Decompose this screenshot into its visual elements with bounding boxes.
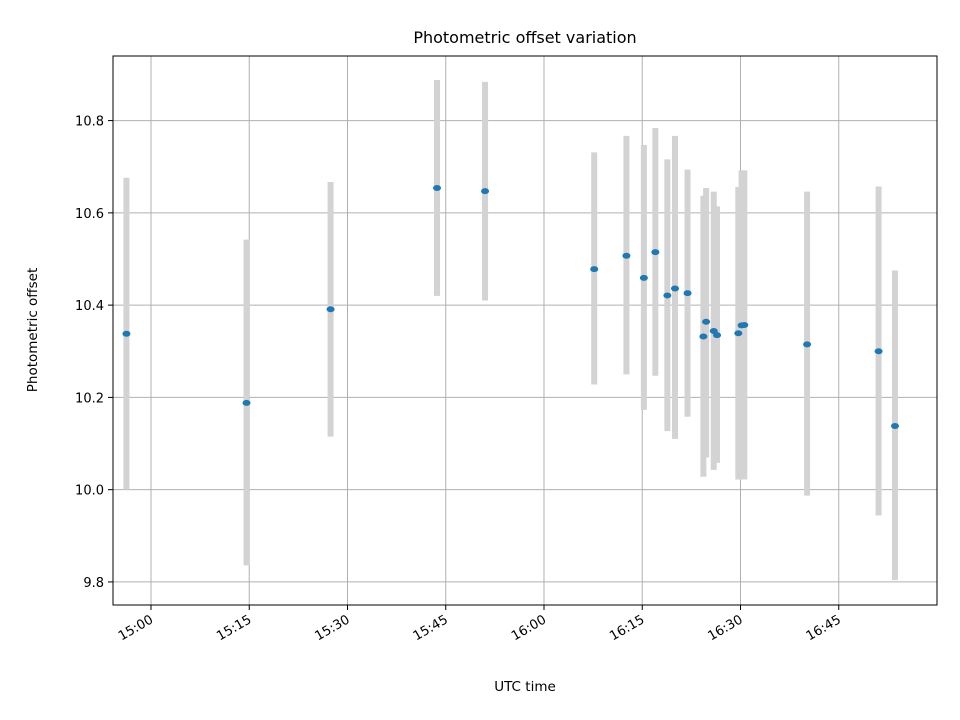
- data-point: [122, 330, 131, 337]
- plot-frame: [112, 55, 938, 606]
- data-point: [699, 333, 708, 340]
- y-tick-label: 10.6: [75, 207, 104, 222]
- data-point: [663, 292, 672, 299]
- data-point: [740, 321, 749, 328]
- data-point: [803, 341, 812, 348]
- data-point: [639, 274, 648, 281]
- y-tick-label: 10.8: [75, 115, 104, 130]
- y-tick-label: 9.8: [83, 576, 104, 591]
- data-point: [590, 266, 599, 273]
- data-points: [122, 184, 899, 429]
- y-tick-label: 10.0: [75, 484, 104, 499]
- data-point: [622, 252, 631, 259]
- data-point: [734, 330, 743, 337]
- y-tick-label: 10.2: [75, 391, 104, 406]
- data-point: [670, 285, 679, 292]
- data-point: [242, 399, 251, 406]
- data-point: [702, 318, 711, 325]
- data-point: [481, 188, 490, 195]
- data-point: [713, 332, 722, 339]
- data-point: [874, 348, 883, 355]
- data-point: [890, 422, 899, 429]
- data-point: [651, 249, 660, 256]
- y-ticks: 9.8 10.0 10.2 10.4 10.6 10.8: [75, 115, 113, 591]
- data-point: [326, 306, 335, 313]
- data-point: [683, 290, 692, 297]
- y-axis-label: Photometric offset: [25, 268, 41, 392]
- data-point: [433, 184, 442, 191]
- chart-title: Photometric offset variation: [413, 28, 636, 47]
- x-axis-label: UTC time: [494, 679, 556, 695]
- y-tick-label: 10.4: [75, 299, 104, 314]
